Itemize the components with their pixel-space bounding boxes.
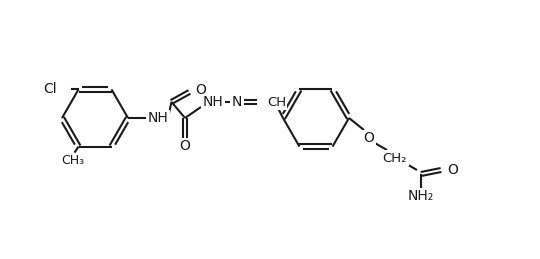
Text: O: O [447,163,458,177]
Text: O: O [363,131,374,145]
Text: NH: NH [202,95,224,109]
Text: O: O [180,139,191,153]
Text: CH: CH [267,96,286,109]
Text: CH₃: CH₃ [61,154,84,167]
Text: Cl: Cl [43,82,57,96]
Text: N: N [232,95,242,109]
Text: NH₂: NH₂ [408,189,434,203]
Text: CH₂: CH₂ [383,152,407,164]
Text: NH: NH [147,111,168,125]
Text: O: O [195,83,206,97]
